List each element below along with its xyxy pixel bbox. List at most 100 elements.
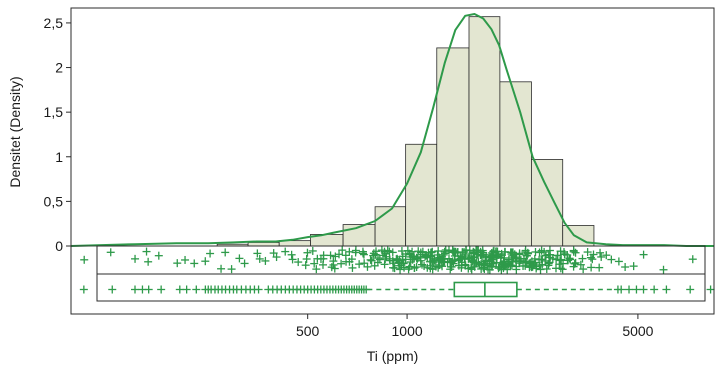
observation-point: [351, 246, 360, 255]
observation-point: [367, 256, 376, 265]
observation-point: [465, 252, 474, 261]
observation-point: [345, 247, 354, 256]
observation-point: [412, 253, 421, 262]
observation-point: [553, 251, 562, 260]
observation-point: [418, 247, 427, 256]
y-axis-title: Densitet (Density): [7, 76, 23, 187]
observation-point: [537, 255, 546, 264]
histogram-bar: [374, 206, 407, 247]
observation-point: [190, 259, 199, 268]
outlier-point: [686, 285, 695, 294]
observation-point: [308, 246, 317, 255]
histogram-bars: [216, 16, 595, 247]
x-axis-title: Ti (ppm): [367, 348, 419, 364]
observation-point: [434, 263, 443, 272]
observation-point: [507, 257, 516, 266]
y-tick-label: 2: [55, 60, 63, 76]
x-tick-label: 1000: [392, 323, 423, 339]
histogram-bar: [468, 16, 501, 247]
observation-point: [629, 262, 638, 271]
y-tick-label: 1,5: [44, 104, 64, 120]
outlier-point: [706, 285, 715, 294]
observation-point: [374, 254, 383, 263]
outlier-point: [157, 285, 166, 294]
observation-point: [545, 246, 554, 255]
observation-point: [338, 246, 347, 255]
observation-point: [80, 255, 89, 264]
observation-point: [301, 261, 310, 270]
observation-point: [396, 265, 405, 274]
observation-point: [383, 246, 392, 255]
observation-point: [221, 248, 230, 257]
observation-point: [240, 259, 249, 268]
observation-point: [345, 257, 354, 266]
observation-point: [388, 248, 397, 257]
box-plot: [79, 281, 715, 298]
observation-point: [639, 250, 648, 259]
observation-point: [235, 254, 244, 263]
observation-point: [393, 254, 402, 263]
outlier-point: [362, 285, 371, 294]
observation-point: [355, 260, 364, 269]
observation-point: [571, 248, 580, 257]
observation-point: [337, 259, 346, 268]
outlier-point: [108, 285, 117, 294]
observation-point: [201, 257, 210, 266]
y-tick-label: 0: [55, 238, 63, 254]
observation-point: [470, 262, 479, 271]
observation-point: [255, 254, 264, 263]
observation-point: [540, 247, 549, 256]
observation-point: [614, 257, 623, 266]
observation-point: [588, 255, 597, 264]
observation-point: [579, 265, 588, 274]
plot-border: [70, 7, 715, 315]
observation-point: [405, 262, 414, 271]
observation-point: [142, 247, 151, 256]
observation-point: [556, 256, 565, 265]
histogram-bar: [247, 242, 280, 247]
observation-point: [329, 257, 338, 266]
observation-point: [399, 259, 408, 268]
observation-point: [106, 248, 115, 257]
observation-point: [227, 265, 236, 274]
observation-point: [380, 260, 389, 269]
observation-point: [294, 258, 303, 267]
density-curve-group: [70, 13, 714, 247]
observation-point: [485, 265, 494, 274]
observation-point: [326, 251, 335, 260]
observation-point: [542, 265, 551, 274]
outlier-point: [175, 285, 184, 294]
observation-point: [272, 253, 281, 262]
observation-point: [446, 257, 455, 266]
observation-point: [589, 250, 598, 259]
observation-point: [427, 248, 436, 257]
observation-point: [310, 259, 319, 268]
observation-point: [688, 255, 697, 264]
observation-point: [544, 259, 553, 268]
observation-point: [578, 254, 587, 263]
y-axis-ticks: 0 0,5 1 1,5 2 2,5: [44, 15, 71, 254]
observation-point: [512, 262, 521, 271]
x-tick-label: 500: [296, 323, 320, 339]
observation-point: [369, 249, 378, 258]
x-tick-label: 5000: [622, 323, 653, 339]
observation-point: [516, 256, 525, 265]
outlier-point: [617, 285, 626, 294]
outlier-point: [662, 285, 671, 294]
observation-point: [363, 262, 372, 271]
plot-frame: [70, 7, 715, 315]
observation-point: [602, 251, 611, 260]
observation-point: [287, 250, 296, 259]
observation-point: [206, 249, 215, 258]
observation-point: [428, 247, 437, 256]
observation-point: [366, 255, 375, 264]
observation-point: [492, 247, 501, 256]
observation-point: [563, 256, 572, 265]
observation-point: [261, 256, 270, 265]
observation-point: [131, 254, 140, 263]
observation-point: [535, 261, 544, 270]
density-curve: [70, 13, 714, 247]
observation-point: [434, 247, 443, 256]
